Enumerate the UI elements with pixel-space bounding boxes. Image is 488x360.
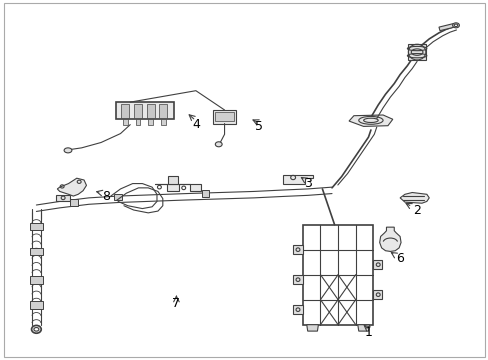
Ellipse shape (452, 23, 458, 28)
Polygon shape (30, 301, 42, 309)
Polygon shape (292, 275, 302, 284)
Polygon shape (357, 325, 369, 331)
Polygon shape (379, 227, 400, 251)
Polygon shape (122, 119, 127, 125)
Polygon shape (372, 260, 381, 269)
Polygon shape (215, 112, 233, 121)
Polygon shape (30, 248, 42, 255)
Polygon shape (407, 44, 425, 60)
Polygon shape (399, 193, 428, 203)
Polygon shape (201, 190, 209, 197)
Polygon shape (161, 119, 165, 125)
Polygon shape (56, 195, 70, 201)
Polygon shape (114, 194, 122, 201)
Polygon shape (292, 246, 302, 254)
Ellipse shape (31, 325, 41, 333)
Polygon shape (121, 104, 129, 118)
Polygon shape (348, 115, 392, 126)
Text: 3: 3 (303, 177, 311, 190)
Ellipse shape (215, 142, 222, 147)
Polygon shape (134, 104, 142, 118)
Text: 1: 1 (364, 327, 372, 339)
Polygon shape (168, 176, 178, 184)
Text: 2: 2 (412, 204, 420, 217)
Polygon shape (438, 23, 454, 31)
Polygon shape (70, 199, 78, 206)
Polygon shape (57, 178, 86, 196)
Polygon shape (154, 184, 179, 191)
Ellipse shape (34, 328, 39, 331)
Polygon shape (148, 119, 153, 125)
Polygon shape (159, 104, 167, 118)
Polygon shape (302, 225, 372, 325)
Text: 8: 8 (102, 190, 110, 203)
Polygon shape (292, 305, 302, 314)
Text: 5: 5 (255, 120, 263, 133)
Text: 6: 6 (395, 252, 403, 265)
Ellipse shape (64, 148, 72, 153)
Polygon shape (116, 102, 174, 119)
Polygon shape (30, 276, 42, 284)
Polygon shape (212, 110, 236, 123)
Polygon shape (30, 223, 42, 230)
Polygon shape (372, 291, 381, 299)
Text: 7: 7 (172, 297, 180, 310)
Polygon shape (135, 119, 140, 125)
Polygon shape (146, 104, 154, 118)
Ellipse shape (453, 24, 457, 27)
Polygon shape (179, 184, 201, 192)
Polygon shape (306, 325, 318, 331)
Polygon shape (283, 175, 312, 184)
Text: 4: 4 (192, 118, 200, 131)
